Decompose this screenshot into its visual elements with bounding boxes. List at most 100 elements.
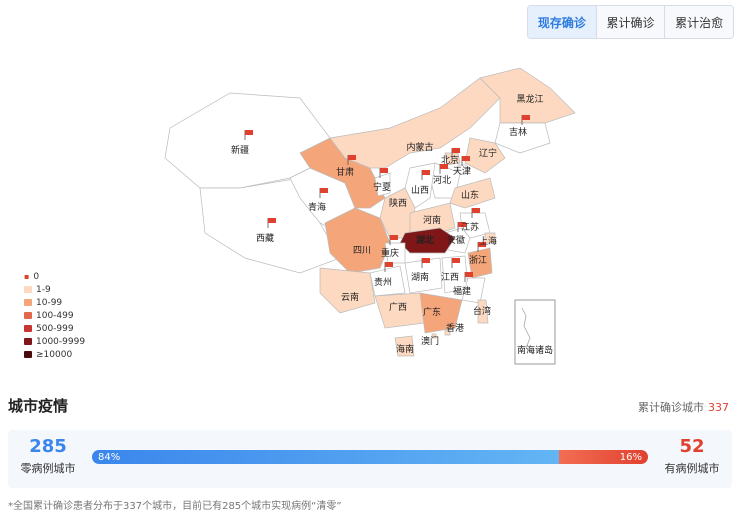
province-region[interactable] (477, 299, 489, 324)
province-region[interactable] (374, 172, 391, 197)
province-label: 浙江 (469, 254, 487, 266)
province-region[interactable] (494, 122, 551, 154)
red-flag-icon (421, 258, 430, 268)
legend-label: 10-99 (36, 297, 63, 308)
red-flag-icon (461, 156, 470, 166)
province-label: 内蒙古 (406, 141, 433, 153)
province-label: 北京 (441, 154, 459, 166)
province-label: 安徽 (447, 234, 465, 246)
province-label: 新疆 (231, 144, 249, 156)
zero-case-count: 285 (29, 436, 67, 457)
province-flags (244, 115, 530, 282)
province-region[interactable] (419, 292, 463, 334)
case-label: 有病例城市 (664, 462, 720, 475)
red-flag-icon (451, 258, 460, 268)
province-label: 甘肃 (336, 166, 354, 178)
city-section-title: 城市疫情 (8, 397, 69, 415)
province-label: 辽宁 (479, 147, 497, 159)
province-region[interactable] (329, 77, 501, 169)
zero-case-bar: 84% (92, 450, 560, 464)
map-legend: ▪ 0 1-9 10-99 100-499 500-999 1000-9999 ≥10000 (24, 270, 85, 361)
zero-case-cities: 285 零病例城市 (8, 436, 88, 476)
province-label: 贵州 (374, 276, 392, 288)
province-label: 青海 (308, 201, 326, 213)
city-stats-panel: 285 零病例城市 84% 16% 52 有病例城市 (8, 430, 732, 488)
legend-label: ≥10000 (36, 349, 73, 360)
legend-swatch (24, 325, 32, 332)
red-flag-icon (389, 235, 398, 245)
legend-label: 1000-9999 (36, 336, 86, 347)
province-label: 海南 (396, 343, 414, 355)
province-region[interactable] (394, 335, 415, 357)
red-flag-icon (464, 272, 473, 282)
legend-swatch (24, 338, 32, 345)
province-label: 黑龙江 (516, 93, 543, 105)
legend-item: 500-999 (24, 322, 85, 335)
province-region[interactable] (319, 267, 376, 314)
red-flag-icon (477, 242, 486, 252)
legend-item: ≥10000 (24, 348, 85, 361)
legend-item: 1-9 (24, 283, 85, 296)
province-label: 湖南 (411, 271, 429, 283)
legend-item: ▪ 0 (24, 270, 85, 283)
province-label: 广东 (423, 306, 441, 318)
legend-label: 0 (33, 271, 40, 282)
red-flag-icon (521, 115, 530, 125)
province-label: 江苏 (461, 221, 479, 233)
province-label: 山东 (461, 189, 479, 201)
red-flag-icon (319, 188, 328, 198)
footnote: *全国累计确诊患者分布于337个城市，目前已有285个城市实现病例“清零” (8, 501, 342, 512)
tab-current-confirmed[interactable]: 现存确诊 (528, 6, 596, 38)
legend-label: 500-999 (36, 323, 74, 334)
city-ratio-bar: 84% 16% (92, 450, 648, 464)
red-flag-icon (421, 170, 430, 180)
province-region[interactable] (324, 207, 391, 274)
province-region[interactable] (467, 247, 493, 279)
legend-label: 1-9 (36, 284, 51, 295)
red-flag-icon (379, 168, 388, 178)
province-region[interactable] (484, 232, 496, 244)
province-shapes (164, 67, 576, 357)
tab-cumulative-cured[interactable]: 累计治愈 (664, 6, 733, 38)
province-region[interactable] (444, 329, 451, 336)
case-bar: 16% (559, 450, 648, 464)
legend-swatch (24, 286, 32, 293)
province-label: 福建 (453, 285, 471, 297)
legend-item: 10-99 (24, 296, 85, 309)
south-china-sea-inset: 南海诸岛 (514, 299, 556, 365)
province-label: 四川 (353, 246, 371, 256)
cumulative-cities: 累计确诊城市 337 (638, 399, 729, 415)
cumulative-cities-value: 337 (708, 401, 729, 414)
province-region[interactable] (457, 164, 467, 175)
province-label: 澳门 (421, 335, 439, 347)
province-label: 河南 (423, 214, 441, 226)
province-label: 广西 (389, 301, 407, 313)
province-region[interactable] (479, 67, 576, 124)
province-region[interactable] (449, 177, 496, 209)
province-label: 西藏 (256, 232, 274, 244)
map-metric-tabs: 现存确诊 累计确诊 累计治愈 (527, 5, 734, 39)
red-flag-icon (244, 130, 253, 140)
case-count: 52 (679, 436, 705, 457)
province-region[interactable] (431, 333, 437, 339)
inset-label: 南海诸岛 (517, 344, 553, 356)
zero-case-label: 零病例城市 (20, 462, 76, 475)
province-label: 河北 (433, 174, 451, 186)
province-label: 香港 (446, 322, 464, 334)
cumulative-cities-label: 累计确诊城市 (638, 401, 704, 414)
province-label: 台湾 (473, 305, 491, 317)
province-label: 陕西 (389, 197, 407, 209)
province-label: 天津 (453, 166, 471, 177)
case-cities: 52 有病例城市 (652, 436, 732, 476)
legend-item: 100-499 (24, 309, 85, 322)
province-label: 江西 (441, 272, 459, 283)
red-flag-icon (471, 208, 480, 218)
legend-swatch (24, 312, 32, 319)
red-flag-icon (451, 148, 460, 158)
province-region[interactable] (369, 265, 406, 297)
tab-cumulative-confirmed[interactable]: 累计确诊 (595, 6, 665, 38)
province-label: 湖北 (416, 234, 434, 246)
legend-swatch (24, 299, 32, 306)
